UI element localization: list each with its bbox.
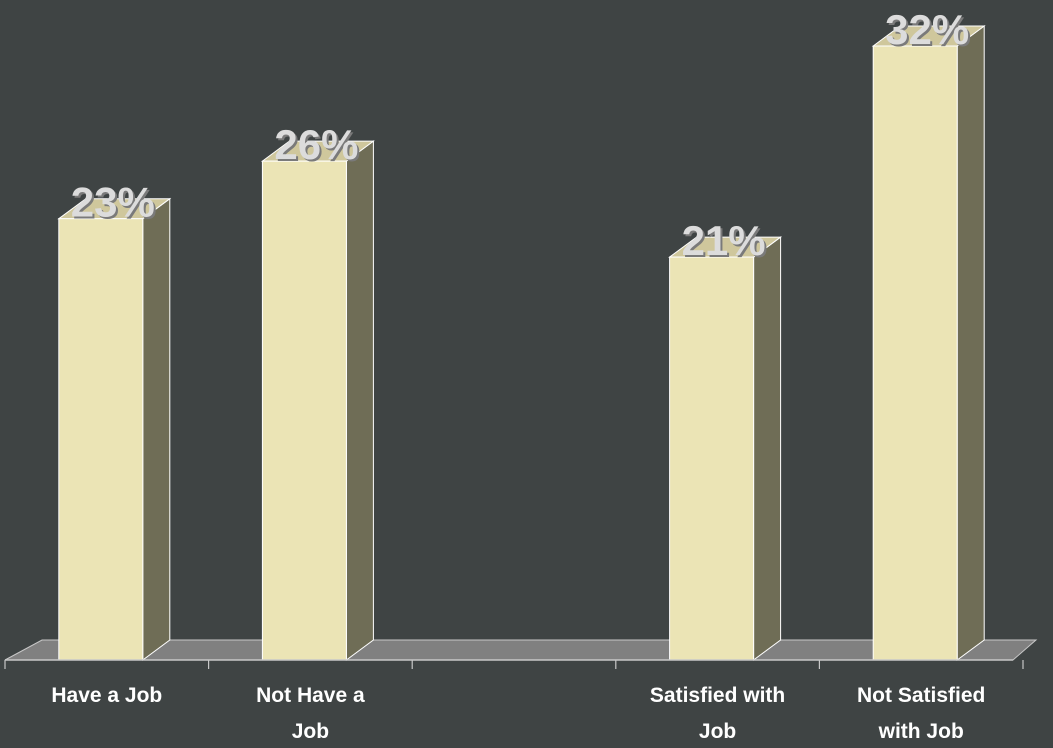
data-label-shadow: 21% bbox=[684, 219, 768, 266]
category-label: Satisfied with Job bbox=[650, 684, 785, 743]
category-label: Not Have a Job bbox=[256, 684, 365, 743]
bar-front bbox=[669, 256, 755, 661]
data-label-shadow: 23% bbox=[73, 181, 157, 228]
bar-front bbox=[58, 218, 144, 661]
data-label: 23% bbox=[71, 179, 155, 226]
bar bbox=[871, 25, 986, 661]
data-label: 32% bbox=[885, 6, 969, 53]
bar bbox=[668, 236, 783, 661]
data-label-shadow: 32% bbox=[887, 8, 971, 55]
data-label: 21% bbox=[682, 217, 766, 264]
bar-front bbox=[261, 160, 347, 661]
bar bbox=[260, 140, 375, 661]
bar bbox=[57, 197, 172, 661]
category-label: Have a Job bbox=[51, 684, 162, 707]
data-label: 26% bbox=[274, 121, 358, 168]
bars bbox=[57, 25, 986, 661]
data-labels: 23%23%26%26%21%21%32%32% bbox=[71, 6, 971, 266]
bar-side bbox=[142, 197, 171, 661]
bar-front bbox=[872, 45, 958, 661]
x-axis bbox=[4, 659, 1024, 669]
data-label-shadow: 26% bbox=[276, 123, 360, 170]
category-label: Not Satisfied with Job bbox=[857, 684, 985, 743]
bar-side bbox=[345, 140, 374, 661]
bar-side bbox=[956, 25, 985, 661]
category-labels: Have a Job Not Have a Job Satisfied with Job… bbox=[51, 684, 985, 743]
bar-side bbox=[753, 236, 782, 661]
